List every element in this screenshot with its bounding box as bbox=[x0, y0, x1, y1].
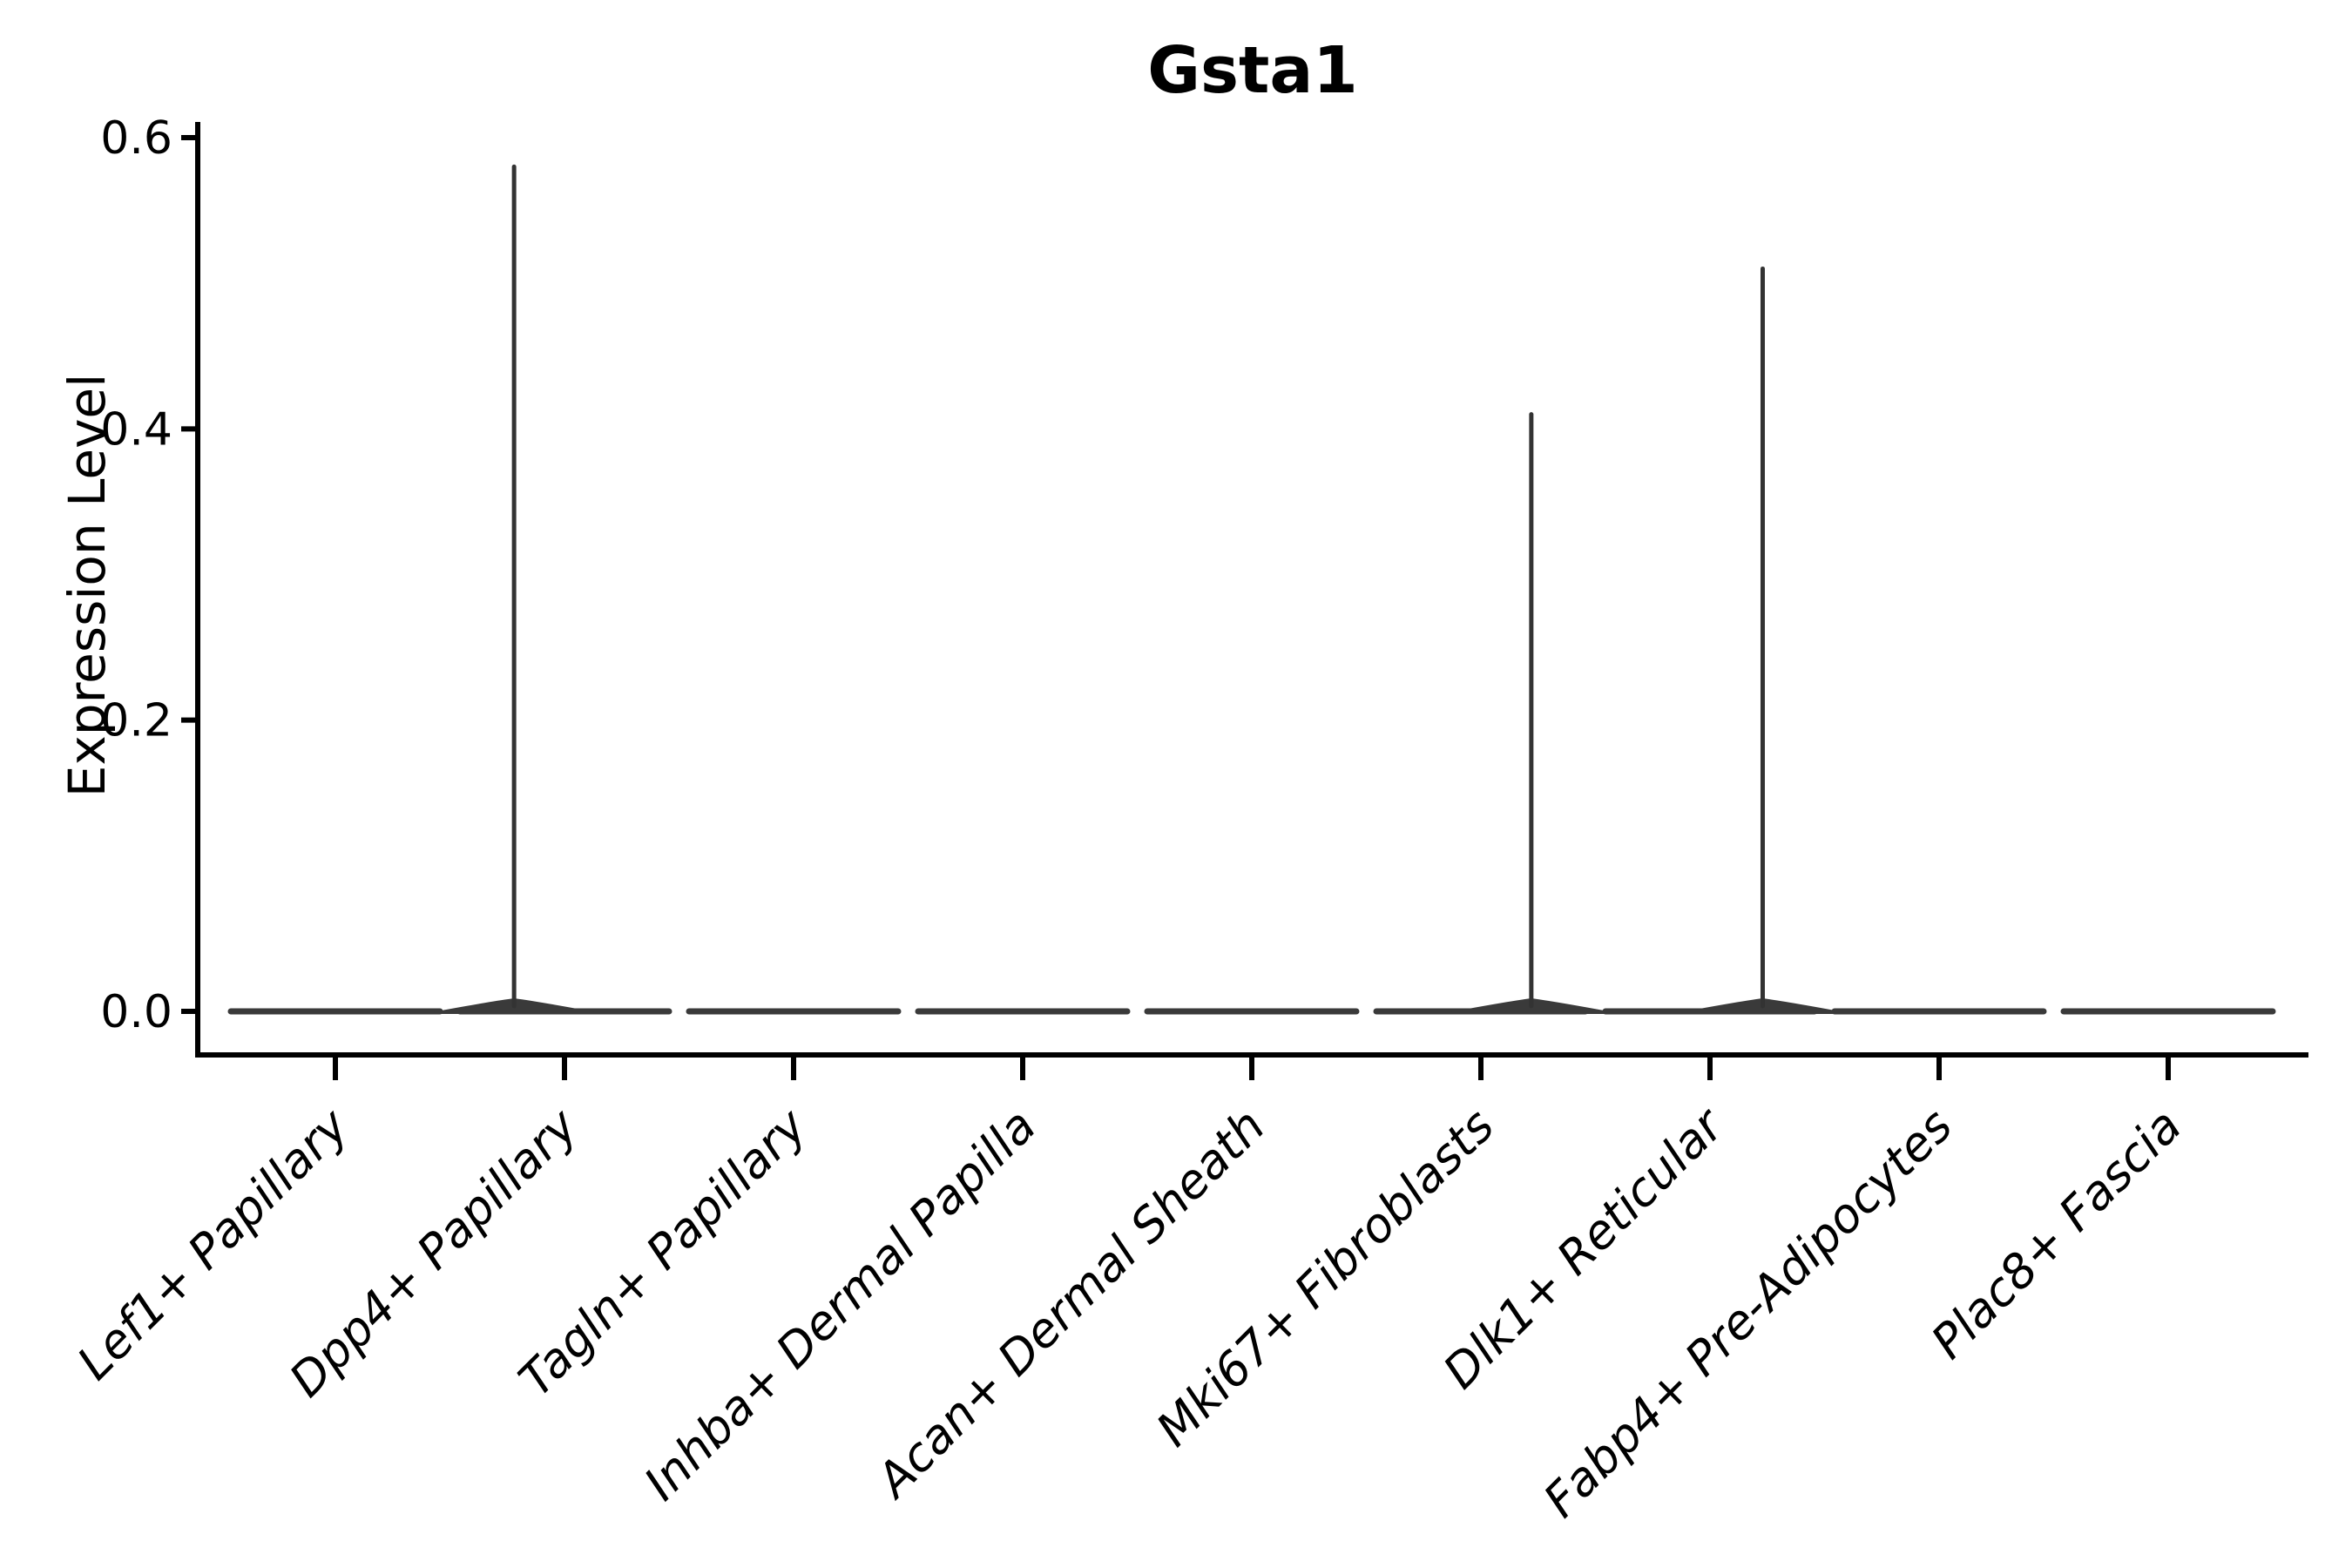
x-category-label: Inhba+ Dermal Papilla bbox=[633, 1098, 1046, 1511]
y-tick-label: 0.6 bbox=[100, 112, 172, 165]
x-category-label: Plac8+ Fascia bbox=[1921, 1098, 2192, 1369]
y-tick-label: 0.0 bbox=[100, 986, 172, 1038]
chart-title: Gsta1 bbox=[1147, 33, 1358, 108]
x-category-label: Fabp4+ Pre-Adipocytes bbox=[1533, 1098, 1963, 1528]
x-category-label: Acan+ Dermal Sheath bbox=[864, 1098, 1275, 1510]
y-tick-label: 0.2 bbox=[100, 695, 172, 747]
y-tick-label: 0.4 bbox=[100, 403, 172, 456]
